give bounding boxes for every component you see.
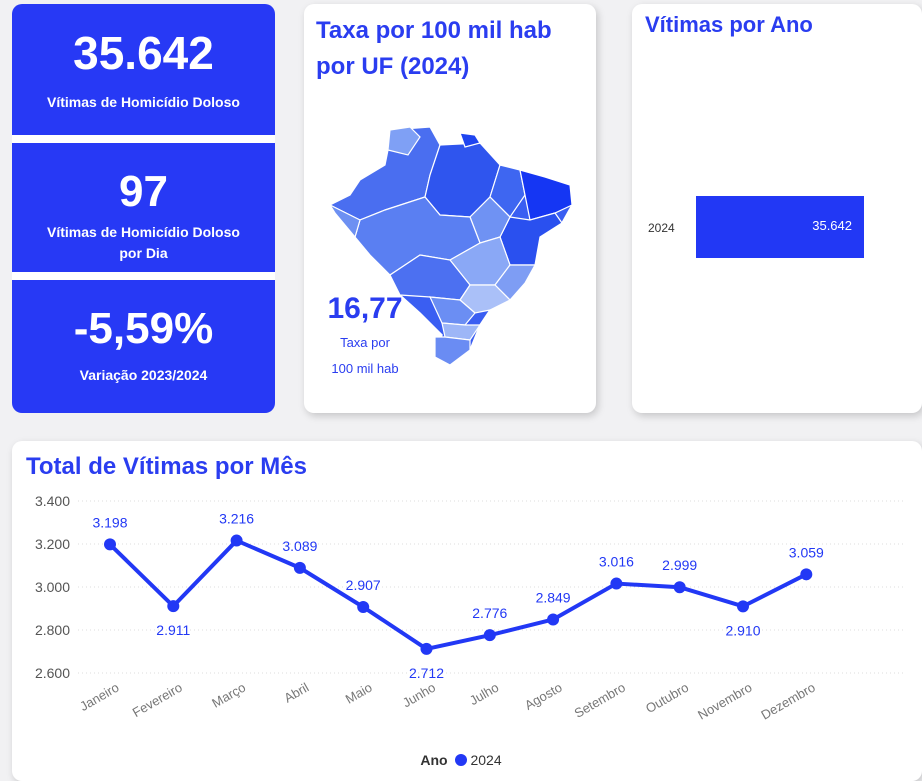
- map-state-pr[interactable]: [429, 296, 476, 326]
- data-point: [737, 600, 749, 613]
- x-tick-label: Maio: [343, 680, 375, 707]
- data-label: 2.712: [409, 665, 444, 681]
- kpi-per-day-label-line1: Vítimas de Homicídio Doloso: [47, 224, 240, 240]
- x-tick-label: Junho: [400, 680, 438, 711]
- line-chart-card: [12, 441, 922, 781]
- brazil-map[interactable]: [330, 125, 575, 370]
- data-label: 3.216: [219, 511, 254, 527]
- kpi-per-day-value: 97: [119, 167, 168, 216]
- map-rate-unit-line2: 100 mil hab: [331, 361, 399, 376]
- data-point: [800, 568, 813, 581]
- data-point: [230, 534, 243, 547]
- legend-marker-2024: [455, 754, 468, 766]
- kpi-divider: [12, 135, 275, 143]
- data-point: [610, 577, 623, 590]
- series-line-2024: [108, 538, 808, 651]
- kpi-per-day-label-line2: por Dia: [119, 245, 168, 261]
- map-state-rr[interactable]: [387, 126, 421, 156]
- data-point: [483, 629, 496, 642]
- map-rate-unit-line1: Taxa por: [340, 335, 390, 350]
- year-card-title: Vítimas por Ano: [645, 12, 813, 37]
- x-tick-label: Outubro: [643, 680, 691, 716]
- data-point: [104, 538, 116, 551]
- chart-legend: Ano 2024: [0, 752, 922, 768]
- data-point: [357, 600, 370, 613]
- map-state-ac[interactable]: [330, 204, 361, 239]
- map-state-sc[interactable]: [441, 322, 482, 341]
- data-label: 2.776: [472, 605, 507, 621]
- kpi-panel: 35.642 Vítimas de Homicídio Doloso 97 Ví…: [12, 4, 275, 413]
- y-tick-label: 3.000: [35, 579, 70, 595]
- x-tick-label: Janeiro: [77, 680, 121, 714]
- data-label: 2.910: [725, 622, 760, 638]
- year-bar[interactable]: 35.642: [696, 196, 864, 258]
- map-state-ap[interactable]: [459, 132, 481, 148]
- x-tick-label: Abril: [281, 680, 311, 706]
- data-point: [673, 581, 686, 594]
- data-point: [167, 600, 180, 613]
- data-label: 3.016: [599, 554, 634, 570]
- data-point: [547, 613, 560, 626]
- data-label: 3.198: [92, 514, 127, 530]
- kpi-variation-label: Variação 2023/2024: [79, 367, 208, 383]
- map-card-title-line2: por UF (2024): [316, 53, 470, 80]
- map-state-rs[interactable]: [434, 336, 471, 366]
- legend-item-2024[interactable]: 2024: [470, 752, 502, 768]
- y-tick-label: 3.400: [35, 493, 70, 509]
- y-tick-label: 2.800: [35, 622, 70, 638]
- data-point: [420, 642, 433, 655]
- data-label: 3.089: [282, 538, 317, 554]
- y-tick-label: 2.600: [35, 665, 70, 681]
- data-label: 2.999: [662, 557, 697, 573]
- kpi-variation-value: -5,59%: [73, 304, 214, 353]
- data-point: [293, 561, 306, 574]
- data-label: 3.059: [789, 544, 824, 560]
- map-state-ma[interactable]: [489, 164, 526, 218]
- kpi-divider: [12, 272, 275, 280]
- x-tick-label: Setembro: [572, 680, 628, 721]
- x-tick-label: Fevereiro: [130, 680, 185, 720]
- data-label: 2.911: [156, 622, 190, 638]
- year-bar-category: 2024: [648, 221, 675, 235]
- map-state-ne[interactable]: [519, 169, 573, 221]
- map-card-title-line1: Taxa por 100 mil hab: [316, 17, 552, 44]
- line-chart-title: Total de Vítimas por Mês: [26, 453, 307, 480]
- x-tick-label: Dezembro: [758, 680, 817, 723]
- x-tick-label: Novembro: [695, 680, 754, 723]
- x-tick-label: Agosto: [522, 680, 565, 713]
- kpi-total-value: 35.642: [73, 27, 214, 79]
- map-rate-value: 16,77: [327, 292, 403, 325]
- data-label: 2.849: [536, 589, 571, 605]
- x-tick-label: Julho: [467, 680, 501, 709]
- y-tick-label: 3.200: [35, 536, 70, 552]
- x-tick-label: Março: [209, 680, 248, 711]
- legend-title: Ano: [420, 752, 448, 768]
- kpi-total-label: Vítimas de Homicídio Doloso: [47, 94, 240, 110]
- year-bar-label: 35.642: [812, 218, 852, 233]
- data-label: 2.907: [346, 577, 381, 593]
